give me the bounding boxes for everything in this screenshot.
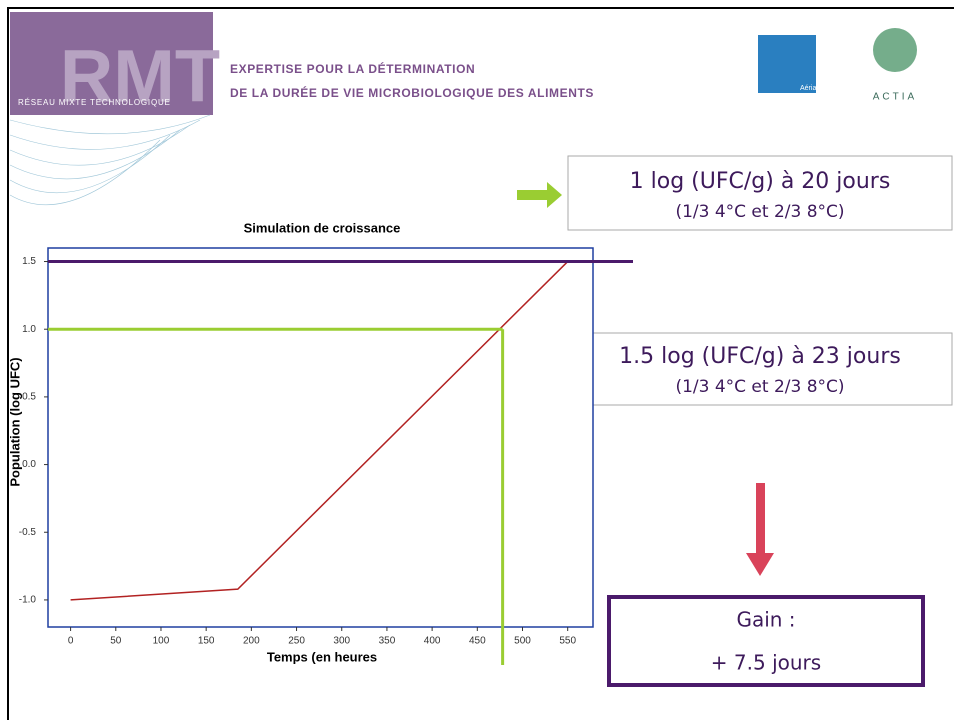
x-tick-label: 400 xyxy=(424,636,441,647)
x-tick-label: 300 xyxy=(333,636,350,647)
x-tick-label: 450 xyxy=(469,636,486,647)
y-tick-label: 1.0 xyxy=(22,324,36,335)
x-tick-label: 200 xyxy=(243,636,260,647)
callout-note: (1/3 4°C et 2/3 8°C) xyxy=(675,377,844,397)
callout-note: (1/3 4°C et 2/3 8°C) xyxy=(675,202,844,222)
network-name: RÉSEAU MIXTE TECHNOLOGIQUE xyxy=(18,98,171,107)
page: RMT RÉSEAU MIXTE TECHNOLOGIQUE EXPERTISE… xyxy=(0,0,954,720)
chart-title: Simulation de croissance xyxy=(244,220,401,235)
x-tick-label: 500 xyxy=(514,636,531,647)
header-line: DE LA DURÉE DE VIE MICROBIOLOGIQUE DES A… xyxy=(230,85,594,100)
x-tick-label: 0 xyxy=(68,636,74,647)
x-tick-label: 50 xyxy=(110,636,122,647)
gain-value: + 7.5 jours xyxy=(711,651,821,675)
gain-label: Gain : xyxy=(736,608,795,632)
slide: RMT RÉSEAU MIXTE TECHNOLOGIQUE EXPERTISE… xyxy=(0,0,954,720)
callout-title: 1 log (UFC/g) à 20 jours xyxy=(630,169,891,194)
y-tick-label: 0.5 xyxy=(22,392,36,403)
x-tick-label: 250 xyxy=(288,636,305,647)
x-tick-label: 100 xyxy=(153,636,170,647)
partner-name: ACTIA xyxy=(873,92,917,103)
y-tick-label: 1.5 xyxy=(22,256,36,267)
plot-frame xyxy=(48,248,593,627)
partner-name: Aérial xyxy=(800,85,818,92)
x-tick-label: 550 xyxy=(559,636,576,647)
y-tick-label: 0.0 xyxy=(22,459,36,470)
y-tick-label: -0.5 xyxy=(19,527,37,538)
y-tick-label: -1.0 xyxy=(19,595,37,606)
y-axis-label: Population (log UFC) xyxy=(7,357,22,486)
callout-title: 1.5 log (UFC/g) à 23 jours xyxy=(619,344,901,369)
actia-logo xyxy=(873,28,917,72)
header-line: EXPERTISE POUR LA DÉTERMINATION xyxy=(230,61,475,76)
x-axis-label: Temps (en heures xyxy=(267,649,377,664)
x-tick-label: 350 xyxy=(379,636,396,647)
x-tick-label: 150 xyxy=(198,636,215,647)
